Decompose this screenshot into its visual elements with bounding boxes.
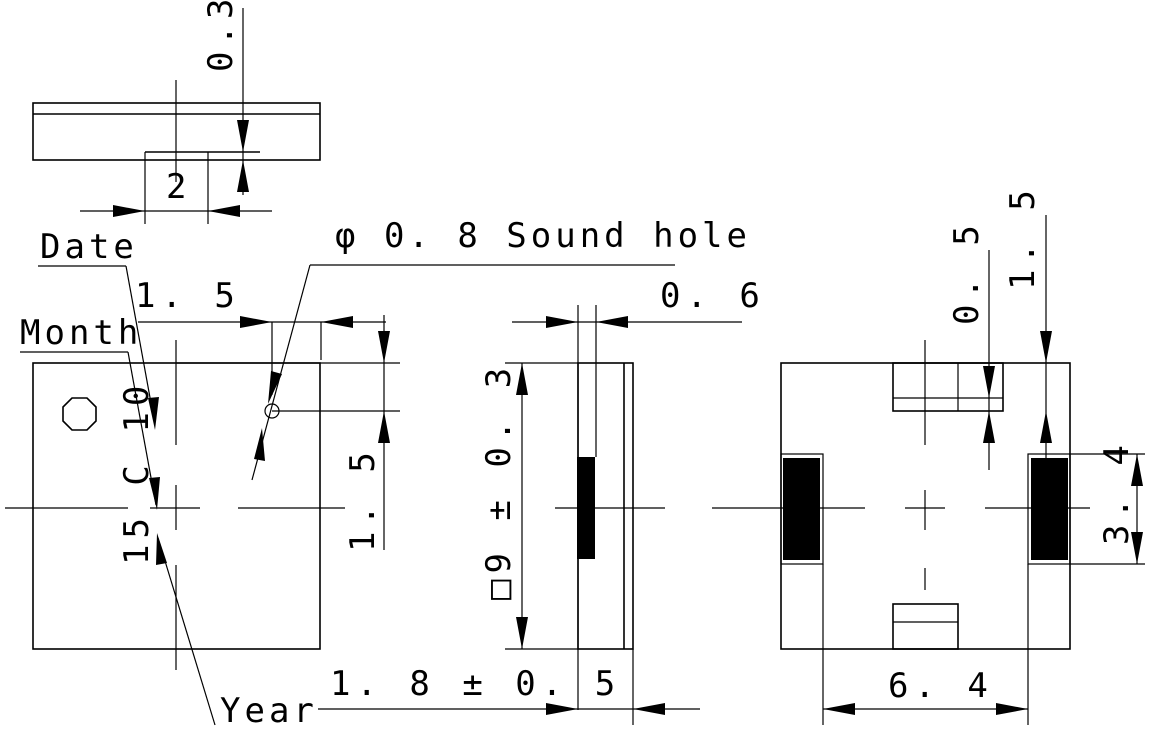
front-view: 1. 5 1. 5 φ 0. 8 Sound hole 15 C 10 Date… xyxy=(5,216,751,729)
pad-height-dim: 3. 4 xyxy=(1097,439,1137,545)
hole-offset-y-dim: 1. 5 xyxy=(343,446,383,552)
pad-spacing-dim: 6. 4 xyxy=(888,666,994,706)
lead-thickness-dim: 0. 6 xyxy=(660,276,766,316)
month-label: Month xyxy=(20,313,142,353)
side-view: 0. 6 □9 ± 0. 3 1. 8 ± 0. 5 xyxy=(318,276,766,725)
pad-width-dim: 2 xyxy=(166,167,192,207)
body-size-dim: □9 ± 0. 3 xyxy=(479,362,519,600)
tab-offset-dim: 1. 5 xyxy=(1003,184,1043,290)
tab-width-dim: 0. 5 xyxy=(947,219,987,325)
thickness-dim: 0.3 xyxy=(201,0,241,72)
top-view: 0.3 2 xyxy=(32,0,321,224)
height-dim: 1. 8 ± 0. 5 xyxy=(330,664,621,704)
bottom-view: 0. 5 1. 5 3. 4 6. 4 xyxy=(712,184,1145,725)
sound-hole-label: φ 0. 8 Sound hole xyxy=(335,216,751,256)
hole-offset-x-dim: 1. 5 xyxy=(135,276,241,316)
year-label: Year xyxy=(220,691,318,729)
date-label: Date xyxy=(40,227,138,267)
